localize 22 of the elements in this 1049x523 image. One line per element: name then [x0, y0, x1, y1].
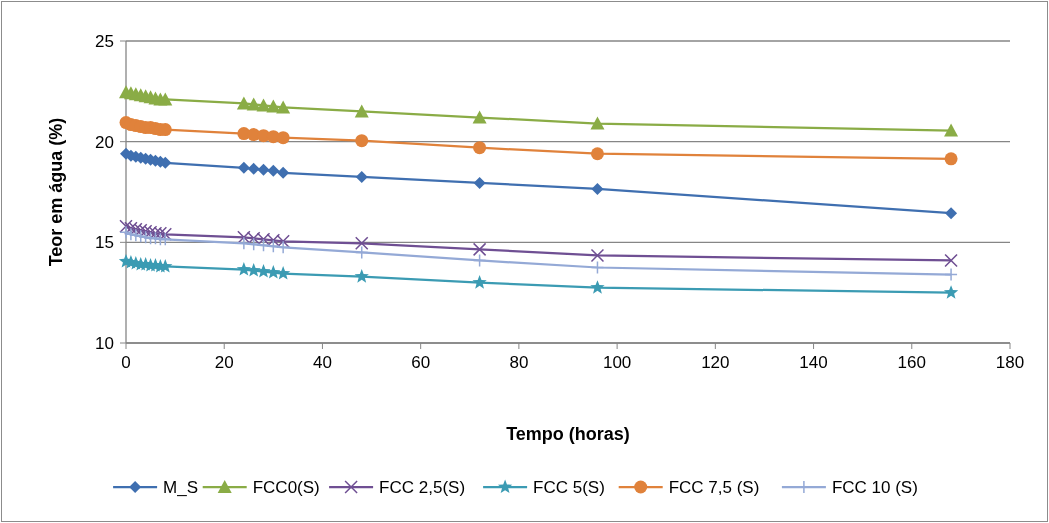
y-axis-title: Teor em água (%) — [46, 117, 66, 267]
legend-label: FCC 7,5 (S) — [668, 477, 760, 497]
legend-label: M_S — [163, 477, 199, 497]
x-tick-label: 140 — [799, 353, 828, 372]
x-tick-label: 100 — [602, 353, 632, 372]
legend-label: FCC 10 (S) — [831, 477, 918, 497]
x-tick-label: 0 — [121, 353, 131, 372]
x-tick-label: 180 — [995, 353, 1025, 372]
x-tick-label: 20 — [214, 353, 234, 372]
legend-label: FCC 2,5(S) — [379, 477, 466, 497]
y-tick-label: 20 — [95, 132, 114, 152]
y-tick-label: 10 — [95, 333, 114, 353]
legend-label: FCC0(S) — [252, 477, 320, 497]
x-tick-label: 60 — [411, 353, 431, 372]
x-tick-label: 120 — [701, 353, 730, 372]
legend-label: FCC 5(S) — [533, 477, 605, 497]
y-tick-label: 15 — [95, 233, 114, 253]
x-tick-label: 80 — [509, 353, 529, 372]
x-tick-label: 40 — [312, 353, 332, 372]
x-tick-label: 160 — [897, 353, 926, 372]
x-axis-title: Tempo (horas) — [506, 424, 630, 444]
y-tick-label: 25 — [95, 31, 114, 51]
